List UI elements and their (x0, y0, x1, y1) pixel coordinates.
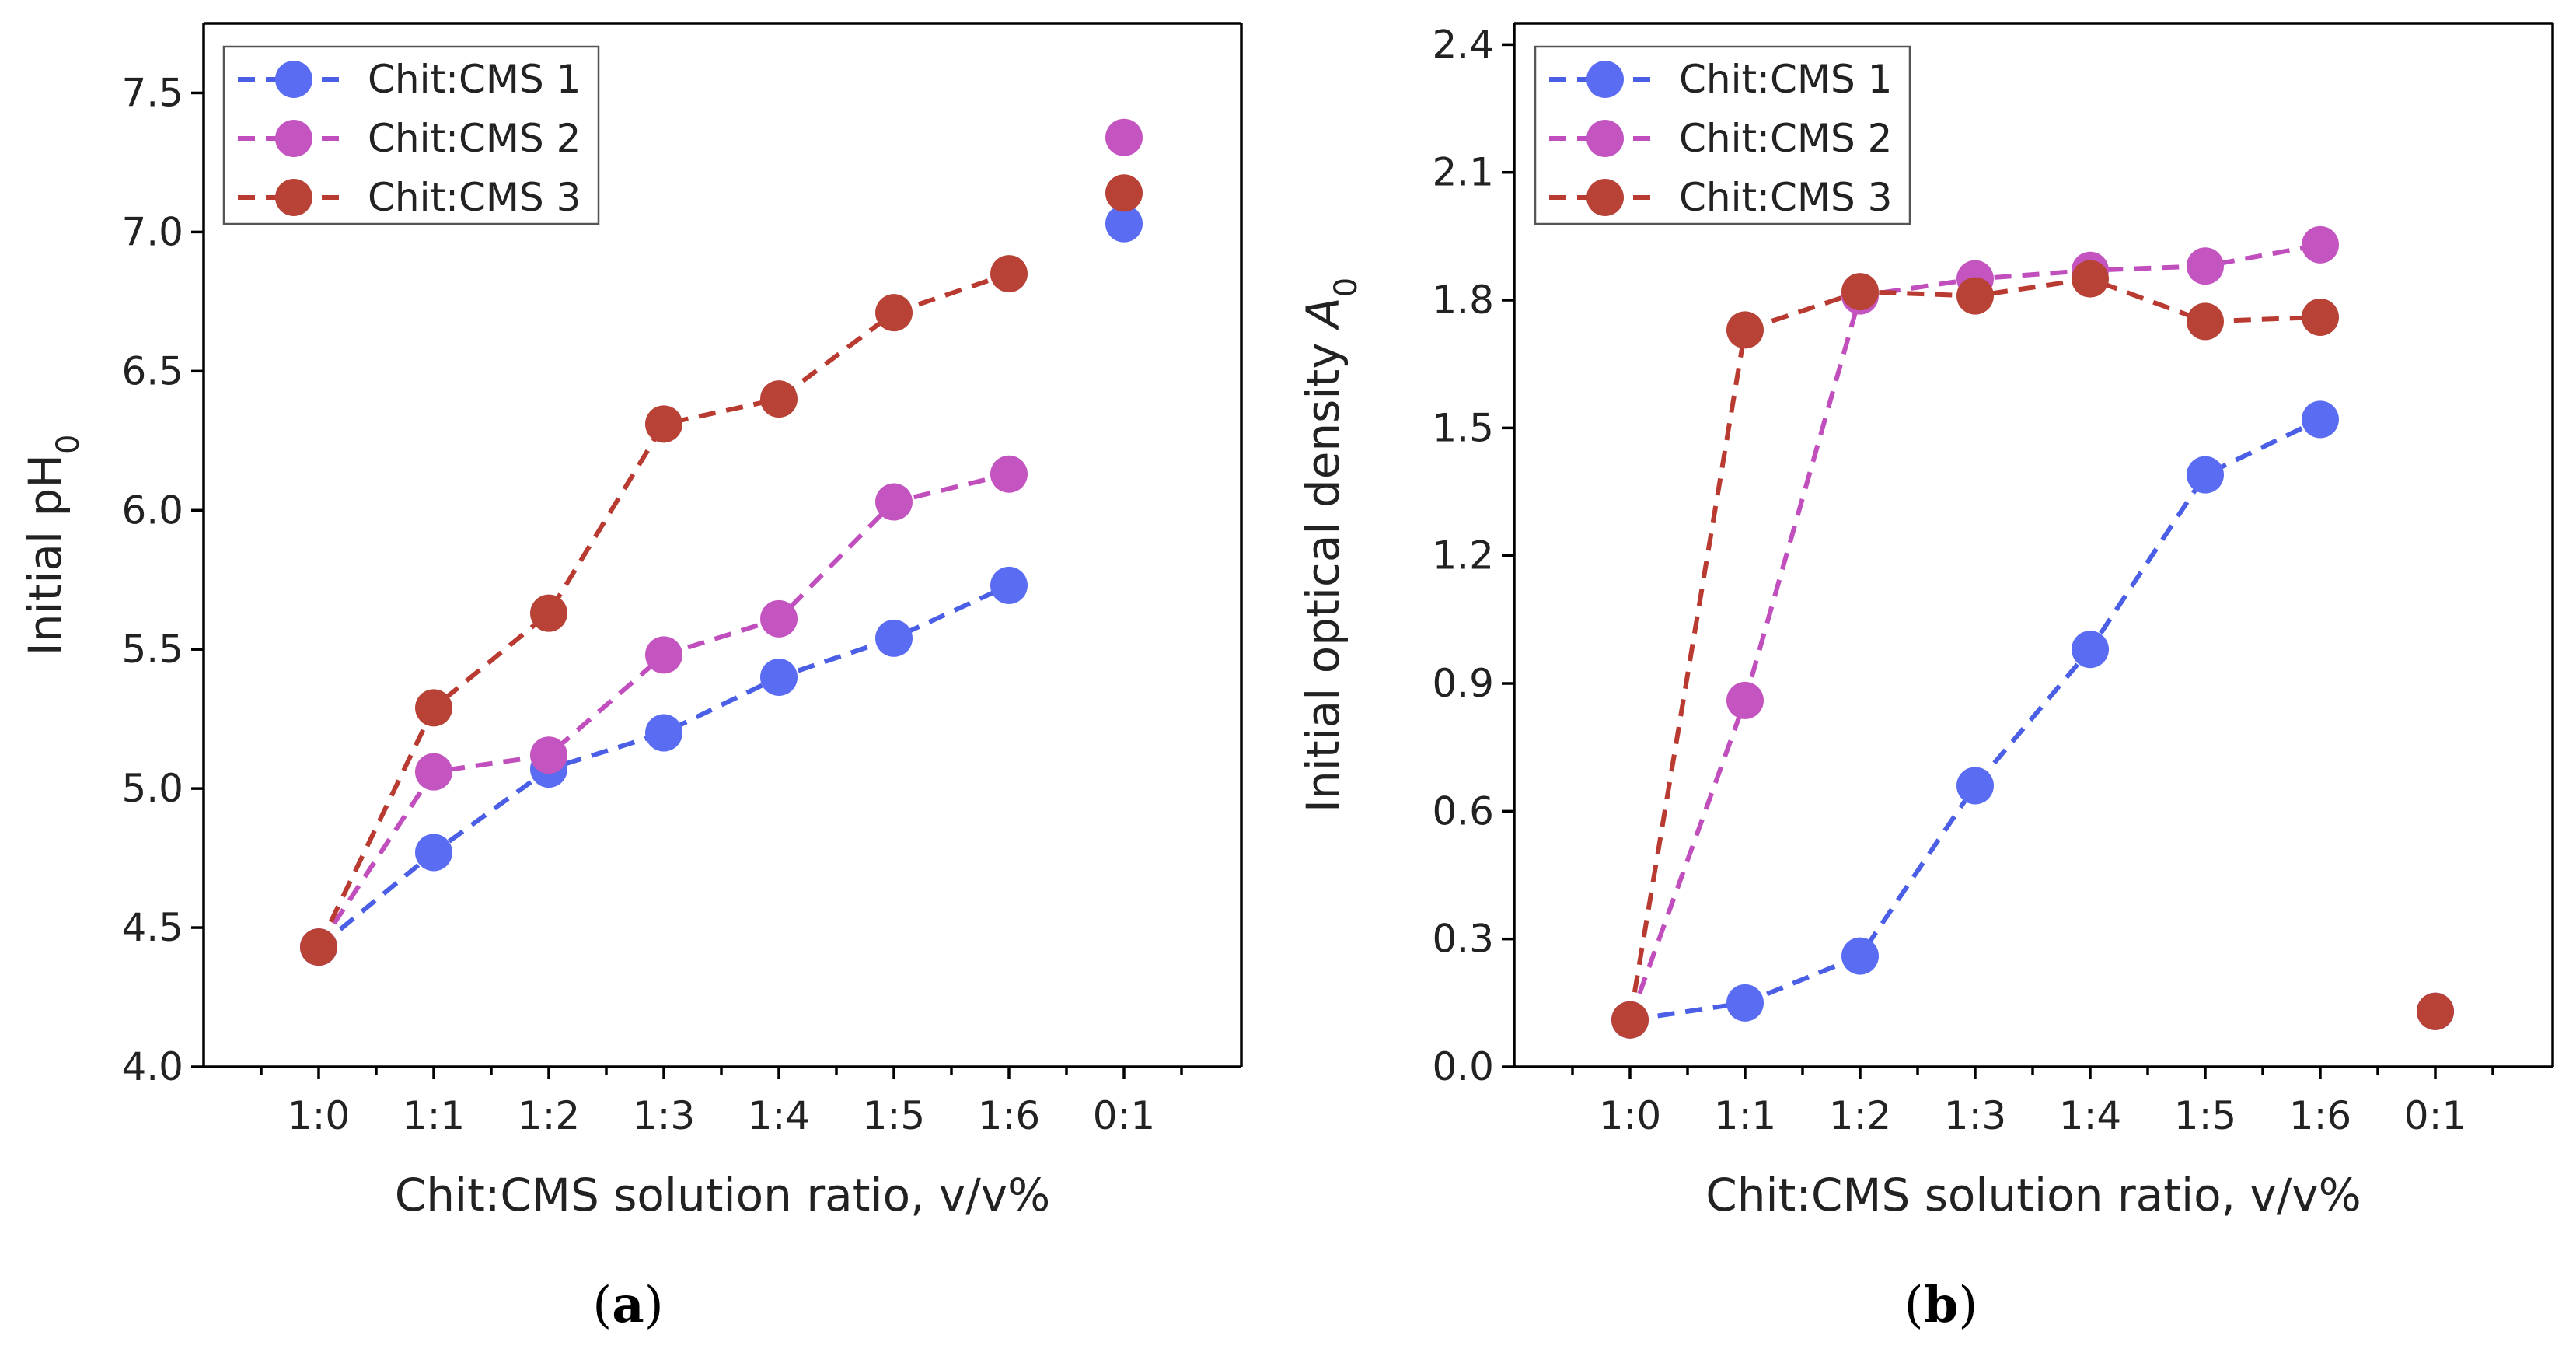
y-tick-label: 4.5 (121, 905, 183, 950)
y-tick-label: 4.0 (121, 1044, 183, 1089)
legend-marker (275, 179, 312, 216)
y-tick-label: 0.6 (1432, 788, 1494, 834)
data-point (645, 714, 682, 752)
legend-marker (1586, 61, 1624, 98)
data-point (1611, 1001, 1649, 1039)
data-point (2302, 298, 2339, 336)
y-tick-label: 6.0 (121, 488, 183, 533)
x-tick-label: 1:6 (2289, 1093, 2351, 1138)
legend-label: Chit:CMS 2 (368, 116, 581, 161)
x-tick-label: 1:5 (863, 1093, 925, 1138)
x-tick-label: 1:5 (2174, 1093, 2236, 1138)
legend-label: Chit:CMS 3 (1679, 175, 1892, 220)
data-point (760, 599, 798, 638)
y-tick-label: 5.5 (121, 627, 183, 672)
chart-panel-b: 0.0 0.3 0.6 0.9 1.2 1.5 1.8 2.1 2.4 1:0 1:1 1:2 1:3 1… (1297, 22, 2554, 1334)
data-point (760, 658, 798, 696)
data-point (2187, 456, 2224, 494)
x-tick-label: 1:2 (518, 1093, 580, 1138)
data-point (1841, 937, 1879, 975)
data-point (1726, 681, 1764, 719)
x-tick-label: 0:1 (1093, 1093, 1155, 1138)
y-tick-label: 0.0 (1432, 1044, 1494, 1089)
data-point (875, 483, 913, 521)
chart-panel-a: 4.0 4.5 5.0 5.5 6.0 6.5 7.0 7.5 1:0 1:1 1:2 1:3 1:4 1… (19, 22, 1243, 1334)
legend-marker (275, 61, 312, 98)
x-tick-label: 1:0 (288, 1093, 350, 1138)
x-tick-label: 1:2 (1829, 1093, 1891, 1138)
x-tick-label: 1:0 (1599, 1093, 1661, 1138)
data-point (530, 594, 567, 632)
legend-marker (275, 120, 312, 157)
data-point (875, 294, 913, 332)
x-tick-label: 1:3 (1944, 1093, 2006, 1138)
x-axis-title: Chit:CMS solution ratio, v/v% (395, 1169, 1050, 1221)
data-point (300, 928, 337, 966)
data-point (1956, 767, 1994, 805)
data-point-standalone (1105, 118, 1143, 156)
y-tick-label: 2.1 (1432, 150, 1494, 195)
data-point (2187, 247, 2224, 285)
y-tick-label: 5.0 (121, 766, 183, 811)
data-point (2302, 225, 2339, 264)
data-point (2072, 260, 2109, 298)
data-point (415, 689, 452, 727)
data-point (415, 834, 452, 872)
legend-label: Chit:CMS 1 (368, 57, 581, 102)
legend-label: Chit:CMS 3 (368, 175, 581, 220)
y-tick-label: 0.9 (1432, 661, 1494, 706)
y-axis-title: Initial pH0 (19, 435, 86, 656)
x-tick-label: 0:1 (2404, 1093, 2466, 1138)
data-point (2187, 302, 2224, 341)
legend-label: Chit:CMS 2 (1679, 116, 1892, 161)
data-point (990, 455, 1028, 493)
data-point (1726, 984, 1764, 1022)
series-line-2 (1628, 242, 2321, 1021)
y-tick-label: 1.2 (1432, 533, 1494, 578)
legend: Chit:CMS 1 Chit:CMS 2 Chit:CMS 3 (1534, 45, 1911, 225)
data-point (645, 405, 682, 443)
series-line-3 (1628, 276, 2321, 1021)
data-point (2072, 631, 2109, 669)
data-point-standalone (1105, 174, 1143, 212)
data-point (415, 753, 452, 791)
legend-marker (1586, 120, 1624, 157)
y-tick-label: 7.0 (121, 209, 183, 254)
y-tick-label: 1.8 (1432, 278, 1494, 323)
data-point (1956, 277, 1994, 315)
x-tick-label: 1:1 (1714, 1093, 1776, 1138)
y-tick-label: 1.5 (1432, 405, 1494, 450)
y-tick-label: 0.3 (1432, 917, 1494, 962)
data-point (2302, 400, 2339, 439)
x-tick-label: 1:1 (403, 1093, 465, 1138)
data-point (875, 619, 913, 657)
data-point (1726, 311, 1764, 349)
y-axis-title: Initial optical density A0 (1297, 278, 1364, 813)
x-tick-label: 1:6 (978, 1093, 1040, 1138)
x-tick-label: 1:4 (2059, 1093, 2121, 1138)
data-point (990, 566, 1028, 604)
data-point (990, 255, 1028, 293)
series-line-1 (1629, 417, 2322, 1022)
data-point (1841, 273, 1879, 311)
data-point (760, 380, 798, 418)
panel-label: (b) (1904, 1276, 1978, 1334)
legend-label: Chit:CMS 1 (1679, 57, 1892, 102)
data-point (530, 736, 567, 774)
y-tick-label: 6.5 (121, 348, 183, 393)
data-point-standalone (1105, 204, 1143, 243)
panel-label: (a) (592, 1276, 663, 1334)
legend: Chit:CMS 1 Chit:CMS 2 Chit:CMS 3 (222, 45, 600, 225)
data-point-standalone (2417, 992, 2454, 1030)
legend-marker (1586, 179, 1624, 216)
x-tick-label: 1:4 (748, 1093, 810, 1138)
x-tick-label: 1:3 (633, 1093, 695, 1138)
x-axis-title: Chit:CMS solution ratio, v/v% (1705, 1169, 2361, 1221)
y-tick-label: 2.4 (1432, 22, 1494, 67)
y-tick-label: 7.5 (121, 70, 183, 115)
data-point (645, 636, 682, 674)
